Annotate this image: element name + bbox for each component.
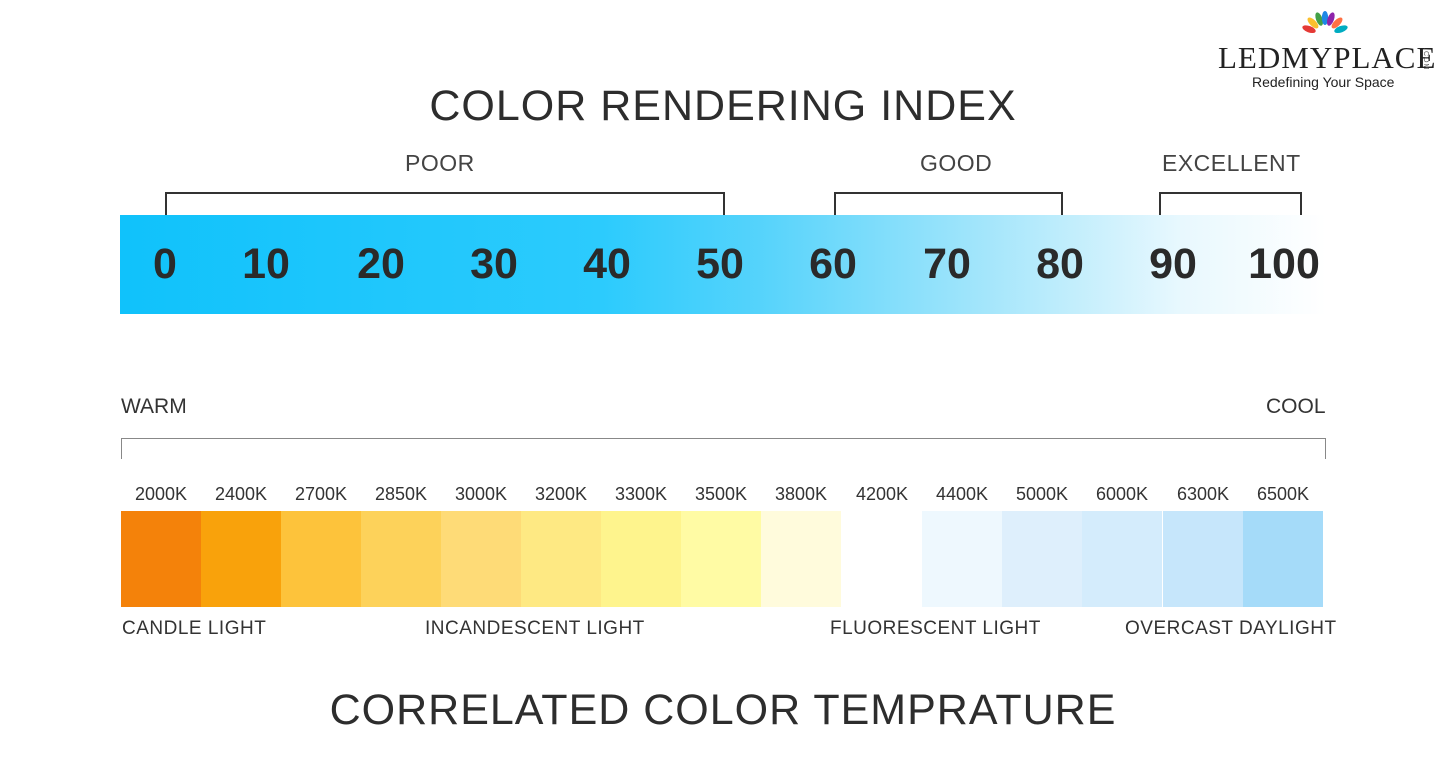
- temperature-label: 5000K: [1015, 484, 1069, 504]
- source-label-incandescent: INCANDESCENT LIGHT: [425, 618, 645, 639]
- leaf-mark: [1331, 17, 1343, 29]
- cri-value: 100: [1248, 240, 1320, 288]
- source-label-daylight: OVERCAST DAYLIGHT: [1125, 618, 1337, 639]
- warm-cool-bracket: [121, 438, 1326, 459]
- cri-value: 10: [242, 240, 290, 288]
- category-label-good: GOOD: [920, 150, 993, 176]
- cri-value: 30: [470, 240, 518, 288]
- cri-title: COLOR RENDERING INDEX: [429, 82, 1017, 130]
- temperature-label: 3500K: [694, 484, 748, 504]
- temperature-label: 2850K: [374, 484, 428, 504]
- temperature-label: 3300K: [614, 484, 668, 504]
- leaf-mark: [1302, 25, 1316, 34]
- cri-value: 50: [696, 240, 744, 288]
- temperature-swatch: [922, 511, 1002, 607]
- leaf-cluster-icon: [1302, 11, 1348, 34]
- temperature-swatch: [681, 511, 761, 607]
- cri-value: 70: [923, 240, 971, 288]
- temperature-swatch: [441, 511, 521, 607]
- temperature-swatch: [361, 511, 441, 607]
- logo-wordmark: LEDMYPLACE: [1218, 40, 1437, 75]
- temperature-swatch: [1002, 511, 1082, 607]
- cct-title: CORRELATED COLOR TEMPRATURE: [329, 686, 1117, 734]
- cri-value: 60: [809, 240, 857, 288]
- temperature-swatch: [1082, 511, 1162, 607]
- bracket-excellent: [1159, 192, 1302, 216]
- temperature-swatch: [1163, 511, 1243, 607]
- temperature-label: 3000K: [454, 484, 508, 504]
- cri-value: 80: [1036, 240, 1084, 288]
- temperature-label: 6500K: [1256, 484, 1310, 504]
- cri-value: 40: [583, 240, 631, 288]
- temperature-swatch: [201, 511, 281, 607]
- temperature-swatch: [842, 511, 922, 607]
- cri-gradient-bar: [120, 215, 1326, 314]
- leaf-mark: [1307, 17, 1319, 29]
- temperature-label: 2000K: [134, 484, 188, 504]
- temperature-label: 3800K: [774, 484, 828, 504]
- ledmyplace-logo: LEDMYPLACE .COM Redefining Your Space: [1210, 8, 1440, 98]
- cool-label: COOL: [1266, 395, 1326, 418]
- warm-label: WARM: [121, 395, 187, 418]
- logo-suffix: .COM: [1422, 48, 1429, 71]
- cri-value: 90: [1149, 240, 1197, 288]
- bracket-poor: [165, 192, 725, 216]
- bracket-good: [834, 192, 1063, 216]
- leaf-mark: [1321, 11, 1329, 25]
- temperature-swatch: [521, 511, 601, 607]
- temperature-swatch: [1243, 511, 1323, 607]
- temperature-swatch: [121, 511, 201, 607]
- category-label-excellent: EXCELLENT: [1162, 150, 1301, 176]
- leaf-mark: [1315, 12, 1324, 26]
- temperature-label: 6000K: [1095, 484, 1149, 504]
- temperature-swatch: [601, 511, 681, 607]
- leaf-mark: [1326, 12, 1335, 26]
- temperature-label: 4400K: [935, 484, 989, 504]
- source-label-candle: CANDLE LIGHT: [122, 618, 267, 639]
- temperature-label: 2700K: [294, 484, 348, 504]
- leaf-mark: [1334, 25, 1348, 34]
- temperature-label: 6300K: [1176, 484, 1230, 504]
- temperature-label: 3200K: [534, 484, 588, 504]
- cri-value: 0: [153, 240, 177, 288]
- temperature-label: 4200K: [855, 484, 909, 504]
- temperature-swatch: [281, 511, 361, 607]
- temperature-swatch: [761, 511, 841, 607]
- temperature-label: 2400K: [214, 484, 268, 504]
- cri-value: 20: [357, 240, 405, 288]
- logo-tagline: Redefining Your Space: [1252, 74, 1395, 90]
- source-label-fluorescent: FLUORESCENT LIGHT: [830, 618, 1041, 639]
- category-label-poor: POOR: [405, 150, 475, 176]
